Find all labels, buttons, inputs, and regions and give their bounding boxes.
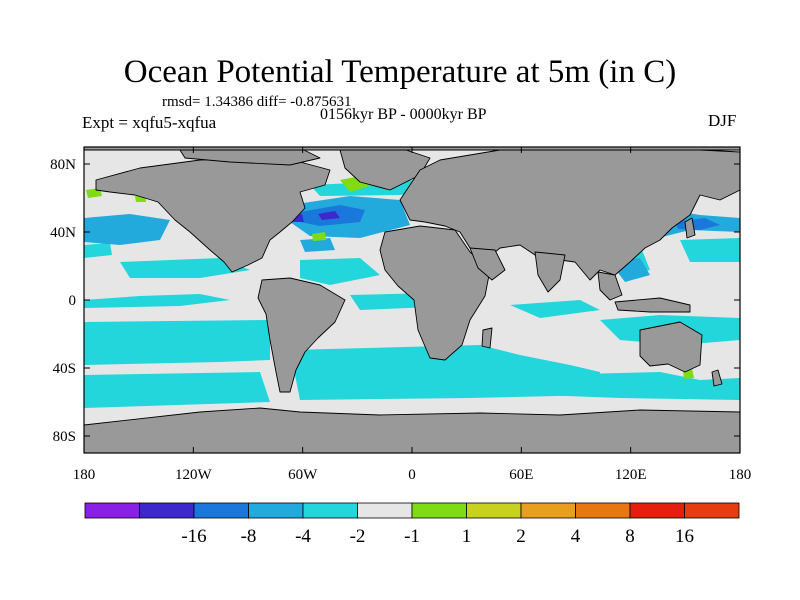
southeast-asia	[597, 271, 623, 301]
antarctica	[84, 407, 740, 453]
indian-subcontinent	[534, 251, 566, 293]
y-tick-label: 40S	[53, 361, 76, 377]
cyan-anomaly-regions	[84, 180, 740, 408]
colorbar-label: 8	[625, 526, 635, 547]
colorbar-box	[466, 502, 522, 519]
colorbar-label: 1	[462, 526, 472, 547]
colorbar-box	[302, 502, 358, 519]
africa	[379, 225, 491, 361]
map-plot-area	[84, 147, 740, 453]
colorbar-label: 16	[675, 526, 694, 547]
x-tick-label: 0	[408, 467, 416, 483]
rmsd-diff-stats: rmsd= 1.34386 diff= -0.875631	[162, 94, 352, 110]
colorbar-label: -16	[181, 526, 206, 547]
land-masses	[84, 147, 740, 453]
colorbar-box	[520, 502, 576, 519]
colorbar-box	[575, 502, 631, 519]
colorbar-label: -4	[295, 526, 311, 547]
colorbar-box	[84, 502, 140, 519]
y-tick-label: 80N	[50, 157, 76, 173]
colorbar-label: -2	[350, 526, 366, 547]
y-tick-label: 40N	[50, 225, 76, 241]
colorbar-label: 4	[571, 526, 581, 547]
y-tick-label: 80S	[53, 429, 76, 445]
season-label: DJF	[708, 111, 737, 130]
colorbar-box	[357, 502, 413, 519]
x-tick-label: 180	[729, 467, 752, 483]
colorbar: -16 -8 -4 -2 -1 1 2 4 8 16	[84, 502, 740, 547]
colorbar-label: -1	[404, 526, 420, 547]
map-axes: 180 120W 60W 0 60E 120E 180 80N 40N 0 40S 80S	[50, 147, 751, 483]
experiment-label: Expt = xqfu5-xqfua	[82, 113, 217, 132]
madagascar	[481, 327, 493, 349]
colorbar-box	[684, 502, 740, 519]
japan	[684, 217, 696, 239]
colorbar-box	[629, 502, 685, 519]
colorbar-label: 2	[516, 526, 526, 547]
colorbar-box	[248, 502, 304, 519]
colorbar-box	[139, 502, 195, 519]
colorbar-label: -8	[241, 526, 257, 547]
maritime-islands	[614, 297, 691, 313]
x-tick-label: 120W	[175, 467, 213, 483]
x-tick-label: 60E	[509, 467, 533, 483]
arabia	[469, 247, 506, 281]
south-america	[257, 277, 346, 393]
y-tick-label: 0	[69, 293, 77, 309]
x-tick-label: 60W	[288, 467, 318, 483]
x-tick-label: 120E	[615, 467, 647, 483]
x-tick-label: 180	[73, 467, 96, 483]
colorbar-box	[411, 502, 467, 519]
map-title: Ocean Potential Temperature at 5m (in C)	[123, 54, 677, 90]
time-period-label: 0156kyr BP - 0000kyr BP	[320, 106, 487, 123]
australia	[639, 321, 703, 373]
new-zealand	[711, 369, 723, 387]
colorbar-box	[193, 502, 249, 519]
